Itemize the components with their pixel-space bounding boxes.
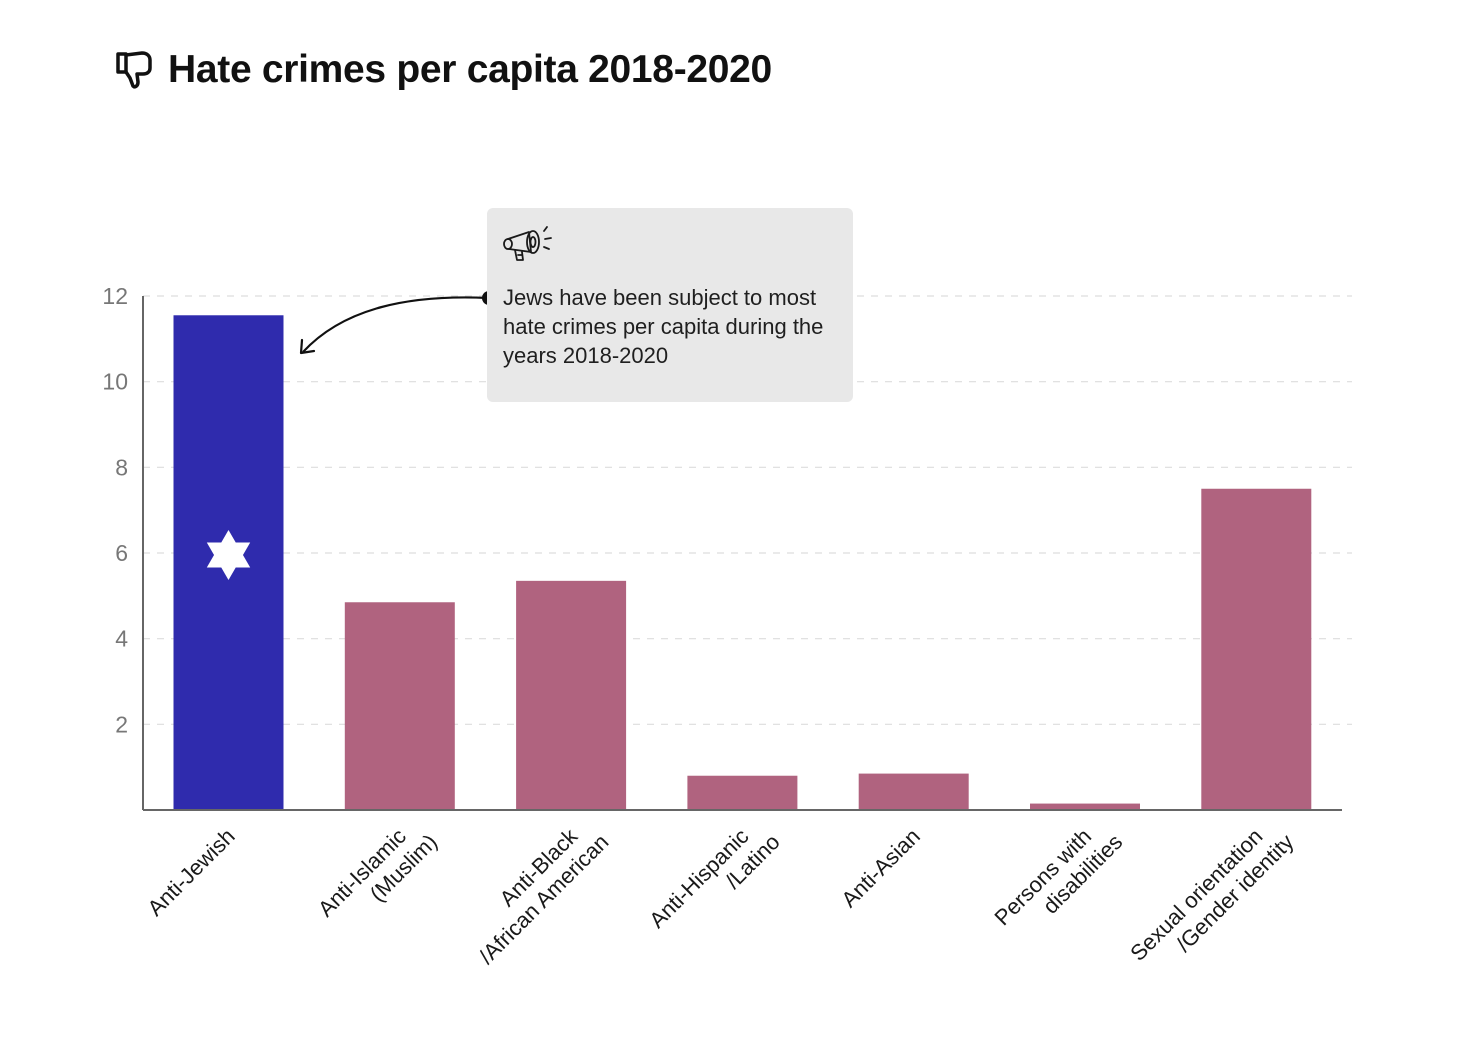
y-tick-label: 8: [115, 454, 128, 480]
x-tick-label: Anti-Jewish: [142, 824, 239, 921]
x-axis-labels: Anti-Jewish Anti-Islamic(Muslim) Anti-Blac…: [142, 823, 1298, 969]
bar: [1201, 488, 1312, 810]
x-tick-label: Anti-Hispanic/Latino: [644, 824, 784, 933]
y-tick-label: 10: [102, 369, 128, 395]
star-of-david-icon: [206, 530, 251, 580]
bar: [1030, 803, 1140, 810]
bar: [858, 773, 969, 810]
y-axis-ticks: 2 4 6 8 10 12: [102, 283, 128, 737]
x-tick-label: Anti-Black/African American: [474, 823, 614, 969]
x-tick-label-line: Anti-Jewish: [142, 824, 239, 921]
thumbs-down-icon: [116, 51, 152, 89]
arrow-head: [299, 338, 316, 355]
callout-arrow: [299, 291, 496, 355]
bar: [516, 580, 627, 810]
callout-text: Jews have been subject to most hate crim…: [503, 285, 824, 368]
bars: [173, 315, 1312, 810]
arrow-line: [302, 296, 489, 353]
x-tick-label: Sexual orientation/Gender identity: [1125, 824, 1298, 966]
x-tick-label-line: Anti-Asian: [836, 824, 925, 913]
megaphone-icon: [503, 226, 552, 261]
y-tick-label: 6: [115, 540, 128, 566]
bar: [687, 775, 798, 810]
y-tick-label: 4: [115, 626, 128, 652]
chart-title: Hate crimes per capita 2018-2020: [168, 48, 772, 91]
x-tick-label: Anti-Asian: [836, 824, 925, 913]
y-tick-label: 12: [102, 283, 128, 309]
callout-box: Jews have been subject to most hate crim…: [487, 208, 853, 402]
chart-header: Hate crimes per capita 2018-2020: [112, 48, 772, 92]
x-tick-label: Anti-Islamic(Muslim): [313, 824, 442, 922]
y-tick-label: 2: [115, 711, 128, 737]
bar: [344, 602, 455, 810]
